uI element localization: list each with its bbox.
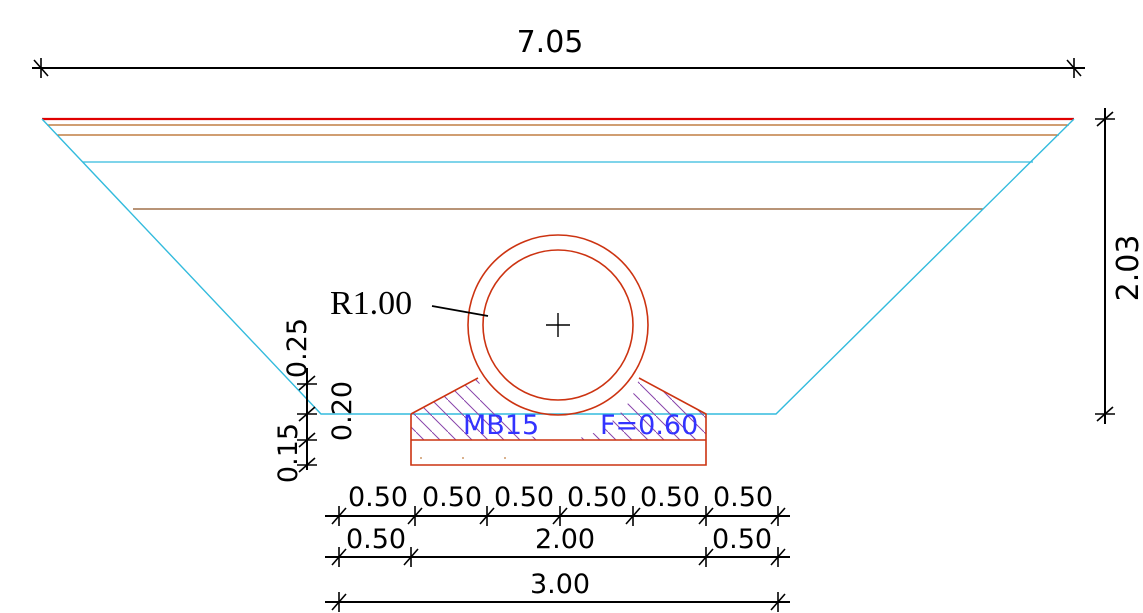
row3-dim: 3.00 <box>530 569 590 600</box>
base-material-label: MB15 <box>463 410 539 441</box>
left-dim-025: 0.25 <box>282 318 313 378</box>
row2-dim-3: 0.50 <box>712 524 772 555</box>
row2-dim-1: 0.50 <box>346 524 406 555</box>
base-outline <box>410 377 707 466</box>
pipe <box>467 234 649 416</box>
radius-label: R1.00 <box>330 285 412 322</box>
row1-dim-4: 0.50 <box>567 482 627 513</box>
row1-dim-6: 0.50 <box>713 482 773 513</box>
base-hatch <box>411 378 706 441</box>
trench-layers <box>41 117 1075 415</box>
concrete-base <box>410 377 707 466</box>
bottom-dim-row-3: 3.00 <box>325 569 790 612</box>
bottom-dim-row-2: 0.50 2.00 0.50 <box>325 524 790 567</box>
height-label: 2.03 <box>1111 235 1143 302</box>
height-dimension: 2.03 <box>1095 108 1143 424</box>
base-factor-label: F=0.60 <box>600 410 698 441</box>
left-dim-015: 0.15 <box>273 423 304 483</box>
top-width-label: 7.05 <box>517 25 584 60</box>
row1-dim-5: 0.50 <box>640 482 700 513</box>
top-width-dimension: 7.05 <box>32 25 1085 78</box>
row1-dim-3: 0.50 <box>494 482 554 513</box>
pipe-outer <box>467 234 649 416</box>
row1-dim-1: 0.50 <box>348 482 408 513</box>
radius-callout: R1.00 <box>330 285 489 322</box>
left-dim-020: 0.20 <box>327 381 358 441</box>
left-dimensions: 0.25 0.20 0.15 <box>273 318 358 483</box>
bottom-dim-row-1: 0.50 0.50 0.50 0.50 0.50 0.50 <box>325 482 790 526</box>
radius-leader <box>431 305 489 317</box>
row1-dim-2: 0.50 <box>422 482 482 513</box>
row2-dim-2: 2.00 <box>535 524 595 555</box>
